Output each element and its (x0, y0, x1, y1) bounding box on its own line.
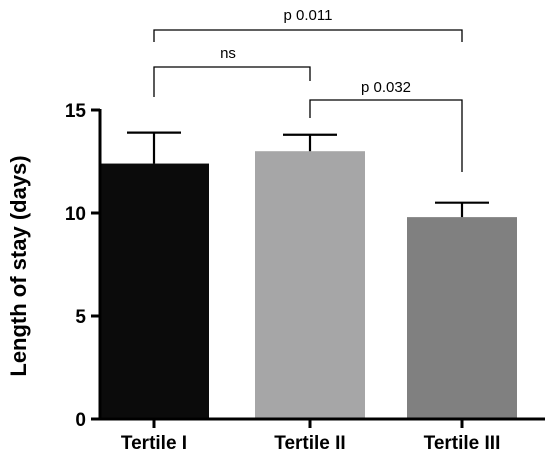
significance-label-2: ns (220, 45, 236, 62)
y-tick-label-10: 10 (65, 204, 86, 225)
bar-2 (255, 151, 365, 419)
y-tick-label-15: 15 (65, 101, 87, 122)
y-axis-title: Length of stay (days) (6, 155, 31, 376)
bar-3 (407, 217, 517, 419)
significance-annotations: p 0.011 ns p 0.032 (153, 7, 463, 172)
category-label-1: Tertile I (121, 433, 187, 454)
bar-1 (99, 163, 209, 419)
y-tick-label-0: 0 (75, 410, 86, 431)
significance-bracket-1 (153, 29, 463, 42)
category-label-2: Tertile II (274, 433, 345, 454)
y-tick-label-5: 5 (75, 307, 86, 328)
significance-label-3: p 0.032 (361, 79, 411, 96)
bars-layer (99, 151, 517, 419)
error-bars-layer (127, 131, 489, 218)
axes-layer: 0 5 10 15 Tertile I Tertile II Tertile III (65, 101, 545, 454)
significance-bracket-2 (153, 66, 311, 97)
significance-bracket-3 (309, 99, 463, 172)
significance-label-1: p 0.011 (284, 7, 333, 24)
category-label-3: Tertile III (424, 433, 501, 454)
